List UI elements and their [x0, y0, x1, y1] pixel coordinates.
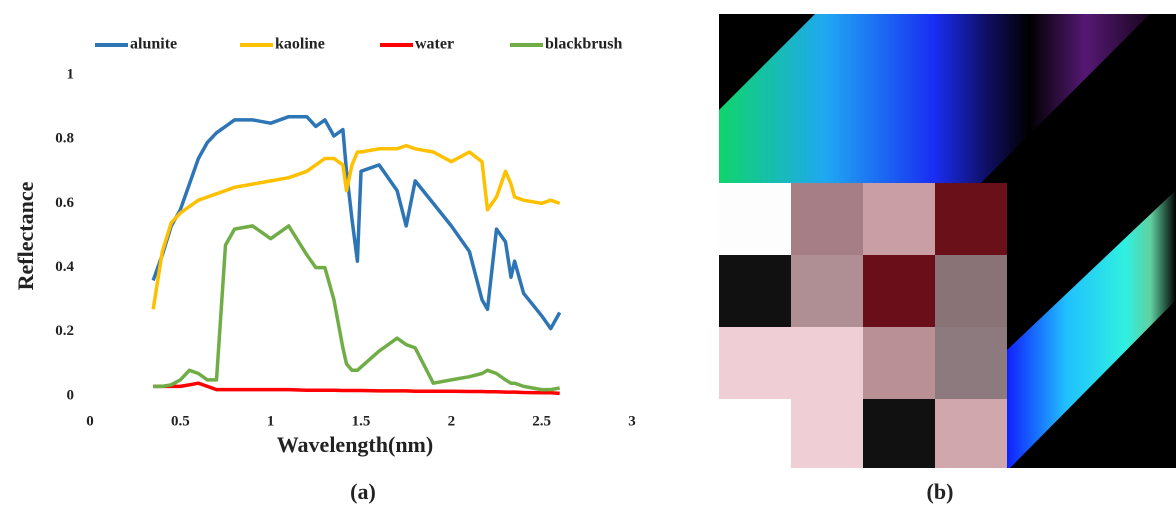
- y-tick-label: 0: [67, 387, 75, 403]
- legend-label: water: [415, 36, 454, 53]
- series-line: [153, 381, 560, 396]
- legend-label: alunite: [130, 36, 177, 53]
- x-tick-label: 1.5: [352, 413, 371, 429]
- x-tick-label: 0.5: [171, 413, 190, 429]
- legend-label: blackbrush: [545, 36, 622, 53]
- y-axis-label: Reflectance: [13, 181, 38, 290]
- series-line: [151, 143, 561, 310]
- caption: (a): [350, 479, 376, 504]
- series-line: [153, 224, 561, 392]
- x-tick-label: 2: [448, 413, 456, 429]
- x-tick-label: 0: [86, 413, 94, 429]
- y-tick-label: 1: [67, 66, 75, 82]
- x-tick-label: 2.5: [532, 413, 551, 429]
- series-line: [151, 114, 562, 331]
- y-tick-label: 0.2: [55, 323, 74, 339]
- legend-label: kaoline: [275, 36, 325, 53]
- image-panel: [719, 14, 1176, 468]
- y-tick-label: 0.6: [55, 195, 74, 211]
- x-axis-label: Wavelength(nm): [277, 432, 433, 457]
- x-tick-label: 3: [628, 413, 636, 429]
- y-tick-label: 0.8: [55, 131, 74, 147]
- x-tick-label: 1: [267, 413, 275, 429]
- y-tick-label: 0.4: [55, 259, 74, 275]
- caption: (b): [927, 479, 954, 504]
